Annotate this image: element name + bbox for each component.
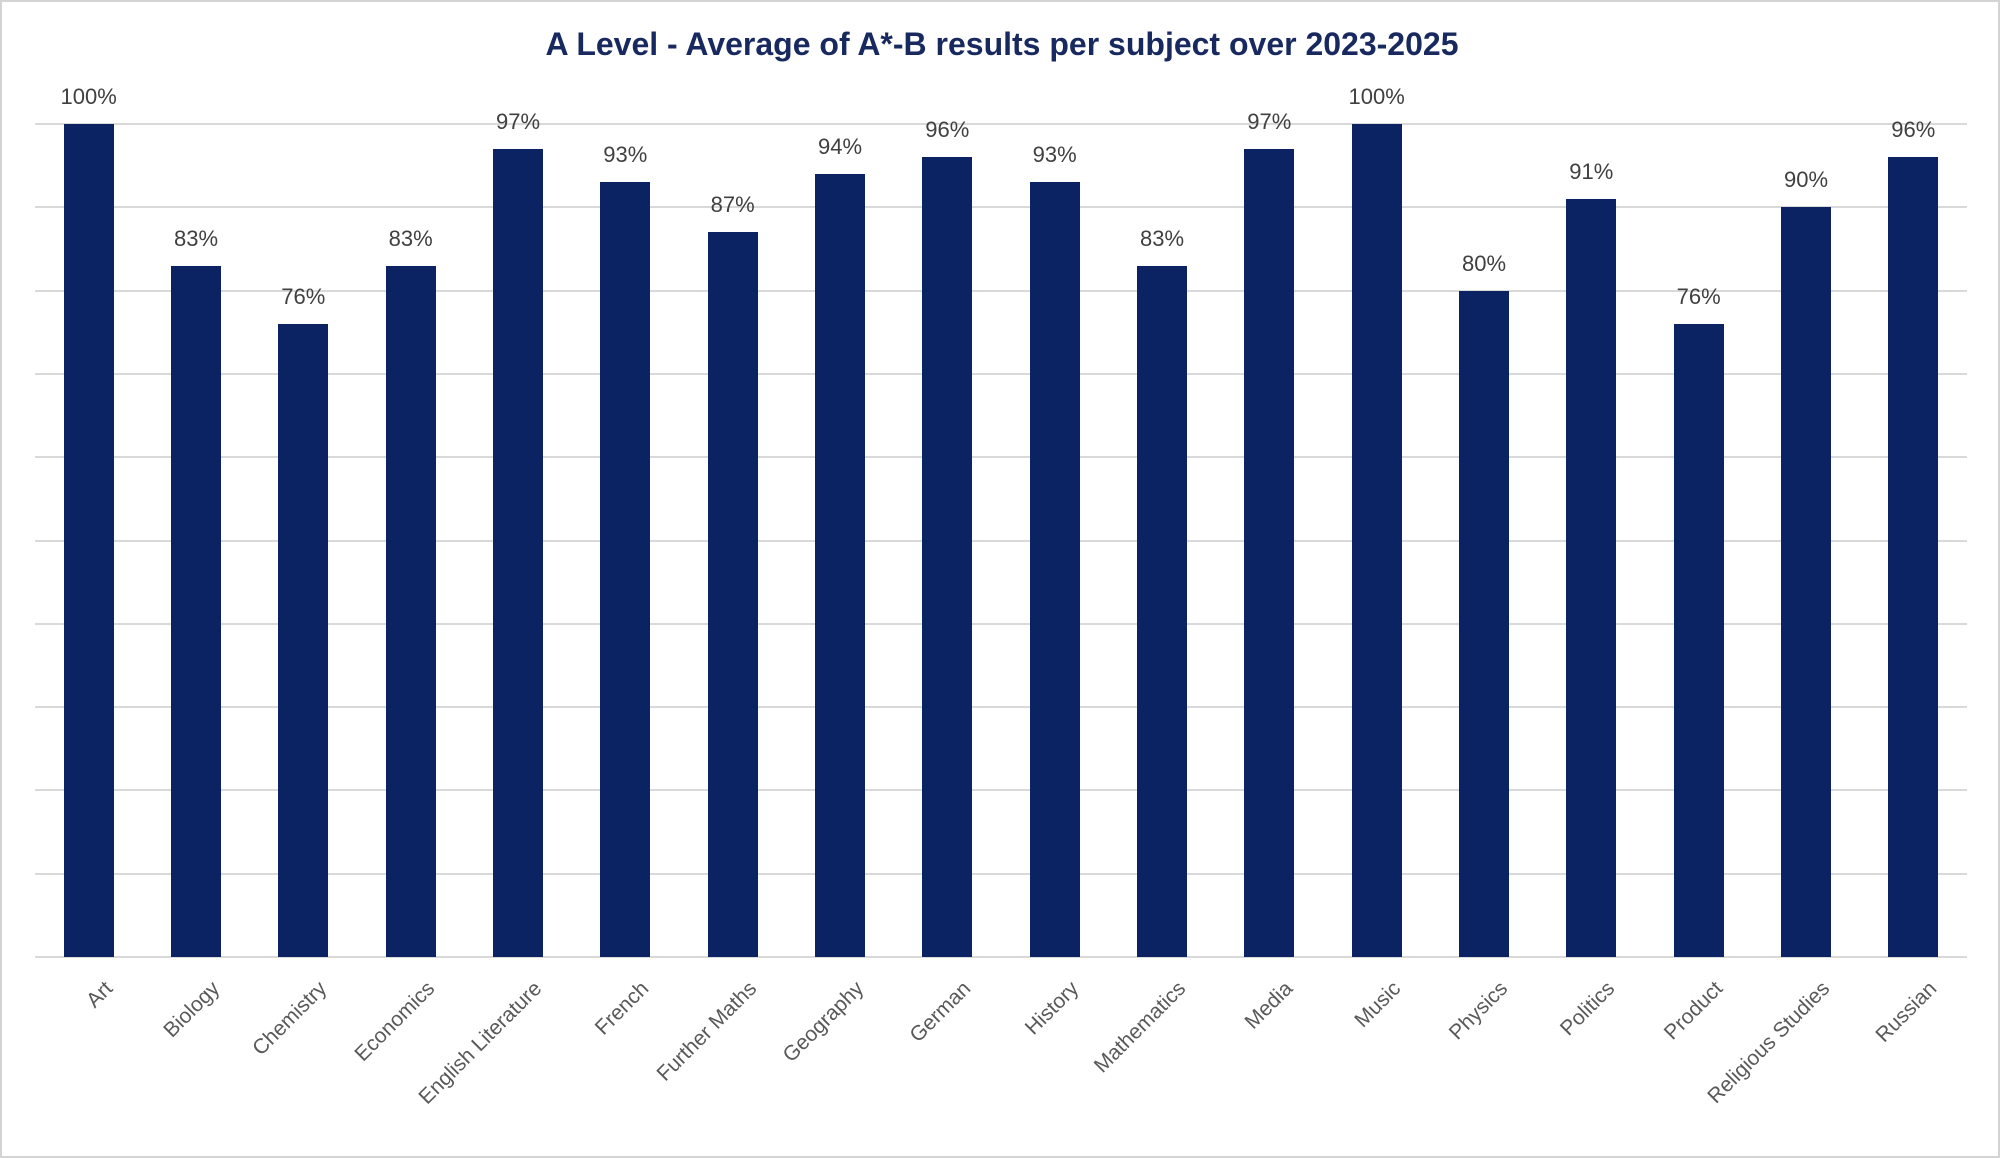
gridline — [35, 706, 1967, 709]
data-label: 80% — [1461, 250, 1507, 276]
data-label: 93% — [603, 142, 648, 168]
chart-title: A Level - Average of A*-B results per su… — [545, 26, 1459, 62]
gridline — [35, 789, 1967, 792]
bar-russian — [1888, 157, 1939, 957]
bar-media — [1244, 149, 1295, 957]
bar-mathematics — [1137, 265, 1187, 957]
data-label: 87% — [710, 192, 755, 218]
data-label: 97% — [495, 109, 541, 134]
x-axis-line — [35, 956, 1967, 958]
data-label: 83% — [173, 225, 219, 251]
data-label: 96% — [925, 117, 970, 143]
gridline — [35, 622, 1967, 625]
data-label: 96% — [1891, 117, 1936, 143]
bar-product — [1673, 323, 1724, 957]
gridline — [35, 872, 1967, 875]
plot-area: 100% Art 83% Biology 76% Chemistry 83% Economic… — [35, 84, 1967, 1109]
bar-art — [63, 124, 114, 957]
bar-economics — [385, 265, 436, 957]
data-label: 97% — [1247, 109, 1292, 134]
data-label: 76% — [281, 283, 326, 309]
bar-physics — [1459, 290, 1509, 957]
data-label: 83% — [1139, 225, 1185, 251]
data-label: 100% — [1348, 84, 1405, 109]
gridline — [35, 289, 1967, 292]
data-label: 100% — [60, 84, 117, 109]
bar-chemistry — [278, 323, 329, 957]
data-label: 76% — [1676, 283, 1721, 309]
bar-english-literature — [493, 149, 543, 957]
gridline — [35, 372, 1967, 375]
bar-history — [1029, 182, 1080, 957]
data-label: 94% — [817, 133, 863, 159]
bar-french — [600, 182, 651, 957]
gridline — [35, 206, 1967, 209]
data-label: 93% — [1032, 142, 1077, 168]
data-label: 90% — [1783, 167, 1829, 193]
bar-music — [1351, 124, 1402, 957]
data-label: 83% — [388, 225, 433, 251]
bar-politics — [1566, 198, 1617, 957]
gridline — [35, 123, 1967, 125]
gridline — [35, 456, 1967, 459]
bar-further-maths — [707, 232, 758, 957]
gridline — [35, 539, 1967, 542]
data-label: 91% — [1569, 158, 1614, 184]
bar-religious-studies — [1781, 207, 1831, 957]
bar-geography — [815, 173, 865, 957]
bar-biology — [171, 265, 221, 957]
bar-german — [922, 157, 973, 957]
